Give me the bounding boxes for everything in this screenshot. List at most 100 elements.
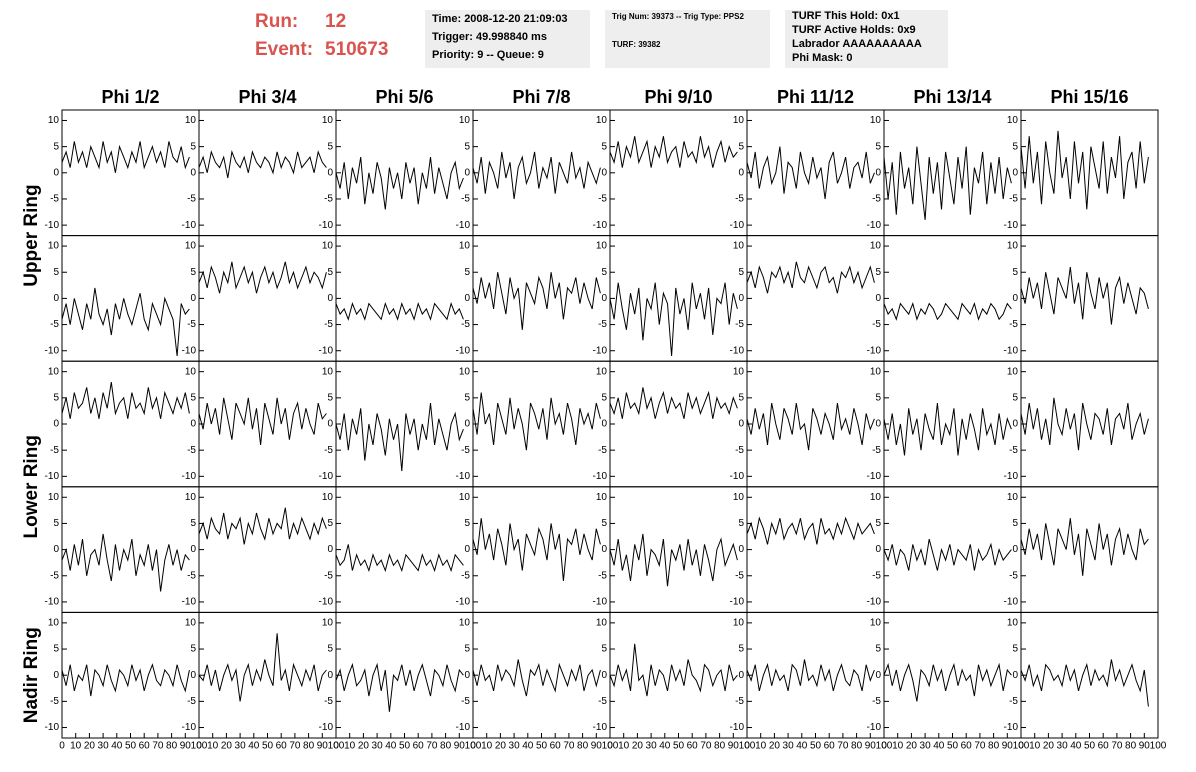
- x-tick-label: 70: [1111, 741, 1123, 752]
- y-tick-label: -10: [1004, 220, 1019, 231]
- y-tick-label: 10: [185, 618, 197, 629]
- y-tick-label: -5: [187, 319, 196, 330]
- y-tick-label: 10: [185, 241, 197, 252]
- y-tick-label: 10: [322, 241, 334, 252]
- column-label: Phi 9/10: [644, 87, 712, 107]
- y-tick-label: 5: [1012, 644, 1018, 655]
- x-tick-label: 20: [84, 741, 96, 752]
- x-tick-label: 10: [1029, 741, 1041, 752]
- x-tick-label: 0: [333, 741, 339, 752]
- y-tick-label: -10: [1004, 597, 1019, 608]
- y-tick-label: 5: [875, 392, 881, 403]
- x-tick-label: 30: [372, 741, 384, 752]
- waveform: [883, 538, 1012, 571]
- x-tick-label: 50: [810, 741, 822, 752]
- y-tick-label: 10: [459, 115, 471, 126]
- y-tick-label: 0: [53, 419, 59, 430]
- y-tick-label: -5: [1009, 696, 1018, 707]
- y-tick-label: 5: [601, 518, 607, 529]
- y-tick-label: 10: [1007, 241, 1019, 252]
- info-line: TURF This Hold: 0x1: [792, 10, 900, 22]
- x-tick-label: 80: [166, 741, 178, 752]
- column-label: Phi 11/12: [777, 87, 854, 107]
- y-tick-label: -5: [735, 445, 744, 456]
- waveform: [609, 387, 738, 419]
- y-tick-label: 5: [875, 141, 881, 152]
- waveform: [1020, 397, 1149, 451]
- x-tick-label: 70: [426, 741, 438, 752]
- y-tick-label: -5: [872, 194, 881, 205]
- x-tick-label: 90: [317, 741, 329, 752]
- y-tick-label: 0: [875, 293, 881, 304]
- x-tick-label: 0: [59, 741, 65, 752]
- y-tick-label: 5: [601, 392, 607, 403]
- x-tick-label: 20: [906, 741, 918, 752]
- y-tick-label: 0: [875, 167, 881, 178]
- waveform: [883, 301, 1012, 321]
- waveform: [198, 507, 327, 545]
- x-tick-label: 100: [1013, 741, 1030, 752]
- y-tick-label: 5: [875, 644, 881, 655]
- y-tick-label: 5: [738, 644, 744, 655]
- y-tick-label: 10: [870, 241, 882, 252]
- x-tick-label: 10: [618, 741, 630, 752]
- y-tick-label: 5: [464, 518, 470, 529]
- x-tick-label: 70: [974, 741, 986, 752]
- y-tick-label: 0: [601, 293, 607, 304]
- y-tick-label: 10: [322, 366, 334, 377]
- info-box: [785, 10, 948, 68]
- x-tick-label: 70: [152, 741, 164, 752]
- x-tick-label: 60: [687, 741, 699, 752]
- x-tick-label: 0: [470, 741, 476, 752]
- y-tick-label: -10: [730, 471, 745, 482]
- y-tick-label: -5: [872, 445, 881, 456]
- y-tick-label: -5: [324, 194, 333, 205]
- y-tick-label: 0: [1012, 293, 1018, 304]
- y-tick-label: -10: [45, 471, 60, 482]
- y-tick-label: 10: [870, 366, 882, 377]
- y-tick-label: 0: [601, 167, 607, 178]
- x-tick-label: 90: [591, 741, 603, 752]
- y-tick-label: -5: [324, 570, 333, 581]
- waveform: [1020, 130, 1149, 210]
- y-tick-label: -10: [182, 597, 197, 608]
- x-tick-label: 0: [881, 741, 887, 752]
- y-tick-label: -5: [1009, 570, 1018, 581]
- waveform: [472, 659, 601, 697]
- y-tick-label: 5: [738, 267, 744, 278]
- x-tick-label: 40: [796, 741, 808, 752]
- info-box: [425, 10, 590, 68]
- x-tick-label: 100: [465, 741, 482, 752]
- x-tick-label: 50: [1084, 741, 1096, 752]
- y-tick-label: -5: [461, 194, 470, 205]
- y-tick-label: 5: [327, 644, 333, 655]
- waveform: [61, 141, 190, 173]
- y-tick-label: -5: [50, 194, 59, 205]
- waveform: [472, 392, 601, 451]
- y-tick-label: 10: [322, 618, 334, 629]
- row-label: Lower Ring: [21, 435, 42, 538]
- x-tick-label: 0: [607, 741, 613, 752]
- y-tick-label: -10: [730, 722, 745, 733]
- waveform: [1020, 266, 1149, 325]
- y-tick-label: -10: [593, 220, 608, 231]
- waveform: [746, 659, 875, 692]
- info-line: Phi Mask: 0: [792, 52, 853, 64]
- x-tick-label: 30: [646, 741, 658, 752]
- waveform: [746, 146, 875, 200]
- info-line: Priority: 9 -- Queue: 9: [432, 49, 544, 61]
- y-tick-label: -10: [456, 471, 471, 482]
- y-tick-label: 10: [596, 241, 608, 252]
- y-tick-label: -10: [456, 220, 471, 231]
- y-tick-label: -5: [735, 319, 744, 330]
- y-tick-label: 10: [185, 366, 197, 377]
- y-tick-label: 0: [53, 293, 59, 304]
- x-tick-label: 100: [1150, 741, 1167, 752]
- y-tick-label: 10: [48, 241, 60, 252]
- x-tick-label: 30: [98, 741, 110, 752]
- waveform: [198, 397, 327, 445]
- y-tick-label: 5: [601, 141, 607, 152]
- x-tick-label: 60: [1098, 741, 1110, 752]
- y-tick-label: -5: [187, 570, 196, 581]
- y-tick-label: -5: [1009, 194, 1018, 205]
